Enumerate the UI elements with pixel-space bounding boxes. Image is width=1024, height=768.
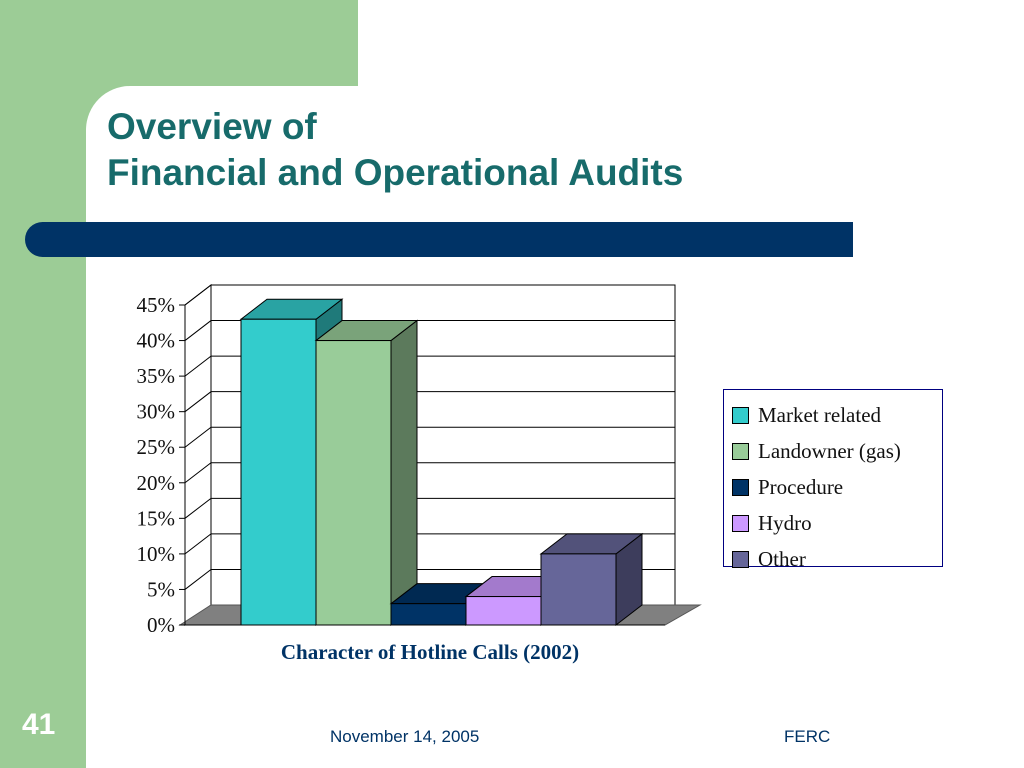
y-tick-label: 30%	[137, 400, 176, 424]
y-tick-label: 25%	[137, 435, 176, 459]
legend-label: Other	[758, 546, 806, 571]
gridline	[184, 391, 675, 413]
legend-label: Hydro	[758, 510, 812, 535]
gridline	[184, 497, 675, 519]
gridline	[184, 426, 675, 448]
bar	[315, 340, 392, 626]
title-divider-bar	[25, 222, 853, 257]
y-tick-label: 15%	[137, 506, 176, 530]
bar-chart: 0% 5% 10% 15% 20% 25% 30% 35% 40% 45%	[137, 283, 702, 637]
legend-label: Market related	[758, 402, 882, 427]
y-tick-label: 0%	[147, 613, 175, 637]
y-tick-label: 20%	[137, 471, 176, 495]
legend-item: Market related	[732, 397, 942, 433]
legend-swatch	[732, 406, 749, 424]
gridline	[184, 462, 675, 484]
legend-item: Procedure	[732, 469, 942, 505]
y-tick-label: 35%	[137, 364, 176, 388]
bar	[465, 596, 542, 626]
footer-organization: FERC	[784, 727, 831, 746]
gridline	[184, 355, 675, 377]
chart-side-wall	[184, 283, 212, 627]
gridline	[184, 568, 675, 590]
footer-date: November 14, 2005	[330, 727, 480, 746]
title-line-2: Financial and Operational Audits	[107, 152, 684, 193]
chart-legend: Market related Landowner (gas) Procedure Hy…	[723, 389, 943, 571]
bar	[540, 553, 617, 626]
legend-label: Landowner (gas)	[758, 438, 901, 463]
y-tick-label: 5%	[147, 577, 175, 601]
legend-swatch	[732, 514, 749, 532]
legend-item: Hydro	[732, 505, 942, 541]
slide-title: Overview of Financial and Operational Au…	[107, 104, 683, 196]
gridline	[184, 320, 675, 341]
bar-side	[390, 319, 418, 627]
slide-number: 41	[22, 708, 56, 741]
y-tick-label: 10%	[137, 542, 176, 566]
legend-swatch	[732, 442, 749, 460]
legend-swatch	[732, 478, 749, 496]
x-axis-label: Character of Hotline Calls (2002)	[280, 640, 580, 664]
legend-swatch	[732, 550, 749, 568]
y-tick-label: 40%	[137, 329, 176, 353]
legend-item: Landowner (gas)	[732, 433, 942, 469]
bar	[240, 318, 317, 626]
title-line-1: Overview of	[107, 106, 317, 147]
legend-item: Other	[732, 541, 942, 577]
gridline	[184, 533, 675, 555]
bar	[390, 603, 467, 626]
y-tick-label: 45%	[137, 293, 176, 317]
gridline	[184, 284, 675, 306]
legend-label: Procedure	[758, 474, 844, 499]
